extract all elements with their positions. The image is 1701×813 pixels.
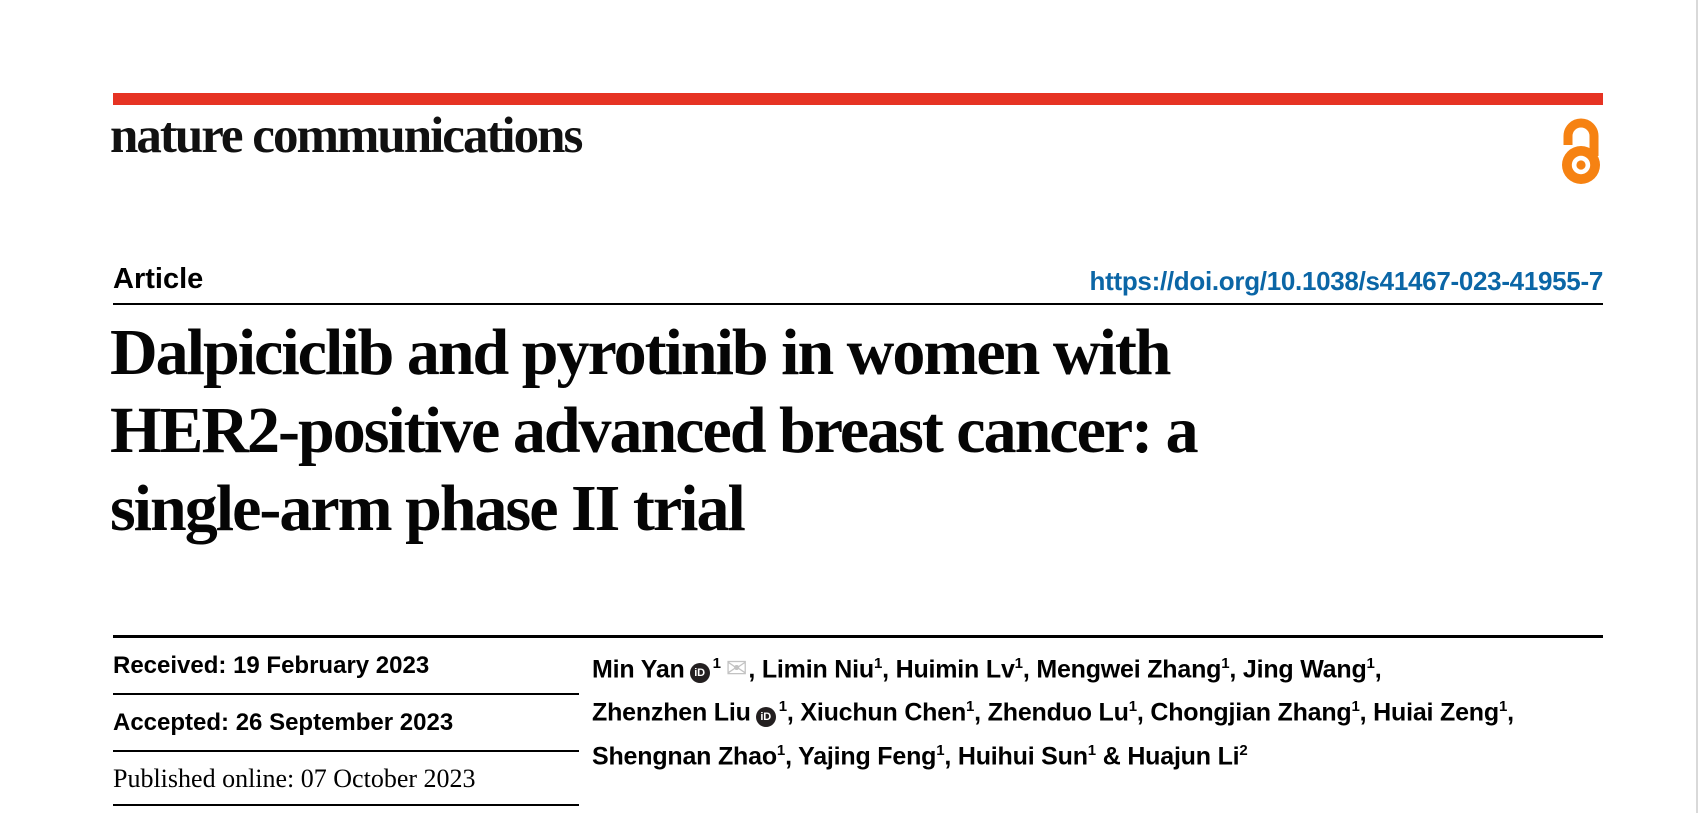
brand-red-bar	[113, 93, 1603, 105]
doi-link[interactable]: https://doi.org/10.1038/s41467-023-41955…	[1089, 266, 1604, 296]
author-line: Shengnan Zhao1, Yajing Feng1, Huihui Sun…	[592, 732, 1607, 775]
author-name: Zhenzhen Liu	[592, 698, 751, 727]
date-label: Accepted:	[113, 709, 236, 736]
author-name: Jing Wang	[1242, 655, 1367, 684]
article-type-label: Article	[113, 263, 204, 295]
affiliation-superscript: 1	[778, 698, 787, 716]
affiliation-superscript: 1	[1221, 655, 1230, 672]
author-separator: ,	[786, 698, 801, 727]
author-separator: ,	[944, 741, 958, 770]
affiliation-superscript: 1	[1087, 741, 1096, 759]
author-name: Limin Niu	[761, 655, 874, 684]
author-name: Yajing Feng	[798, 741, 937, 770]
author-separator: ,	[882, 655, 896, 684]
date-value: 19 February 2023	[233, 652, 430, 679]
date-row-received: Received: 19 February 2023	[113, 638, 579, 695]
section-divider-rule	[113, 635, 1603, 638]
author-name: Huihui Sun	[957, 741, 1088, 770]
affiliation-superscript: 2	[1239, 741, 1248, 759]
affiliation-superscript: 1	[1366, 655, 1375, 672]
envelope-icon[interactable]: ✉	[725, 653, 748, 684]
author-name: Min Yan	[592, 655, 685, 684]
author-name: Xiuchun Chen	[800, 698, 967, 727]
journal-logo: nature communications	[110, 108, 583, 164]
author-separator: &	[1095, 741, 1128, 770]
page-edge-line	[1696, 0, 1698, 813]
author-name: Chongjian Zhang	[1150, 698, 1352, 727]
author-separator: ,	[1229, 655, 1243, 684]
title-line: HER2-positive advanced breast cancer: a	[110, 394, 1199, 467]
affiliation-superscript: 1	[966, 698, 975, 716]
author-name: Huimin Lv	[895, 655, 1015, 684]
author-name: Huajun Li	[1127, 741, 1240, 770]
affiliation-superscript: 1	[936, 741, 945, 759]
affiliation-superscript: 1	[712, 655, 721, 672]
date-value: 07 October 2023	[300, 764, 476, 793]
author-name: Mengwei Zhang	[1036, 655, 1222, 684]
date-value: 26 September 2023	[235, 709, 454, 736]
authors-block: Min Yan iD1 ✉, Limin Niu1, Huimin Lv1, Men…	[592, 645, 1607, 775]
author-separator: ,	[974, 698, 988, 727]
orcid-icon[interactable]: iD	[689, 663, 710, 684]
affiliation-superscript: 1	[1498, 698, 1508, 716]
affiliation-superscript: 1	[1128, 698, 1137, 716]
affiliation-superscript: 1	[873, 655, 883, 672]
date-label: Received:	[113, 652, 234, 679]
date-label: Published online:	[113, 764, 301, 793]
author-name: Shengnan Zhao	[592, 741, 777, 770]
author-separator: ,	[1507, 698, 1514, 727]
article-header-row: Article https://doi.org/10.1038/s41467-0…	[113, 252, 1603, 305]
author-separator: ,	[1022, 655, 1037, 684]
orcid-icon[interactable]: iD	[755, 706, 776, 727]
author-separator: ,	[1359, 698, 1374, 727]
open-access-lock-icon	[1562, 118, 1600, 184]
author-name: Huiai Zeng	[1373, 698, 1499, 727]
dates-table: Received: 19 February 2023 Accepted: 26 …	[113, 638, 579, 806]
date-row-published-online: Published online: 07 October 2023	[113, 752, 579, 806]
affiliation-superscript: 1	[776, 741, 786, 759]
author-separator: ,	[748, 655, 762, 684]
paper-title: Dalpiciclib and pyrotinib in women with …	[110, 314, 1440, 548]
affiliation-superscript: 1	[1014, 655, 1023, 672]
author-name: Zhenduo Lu	[987, 698, 1129, 727]
author-separator: ,	[785, 741, 799, 770]
author-line: Min Yan iD1 ✉, Limin Niu1, Huimin Lv1, Men…	[592, 645, 1607, 688]
affiliation-superscript: 1	[1351, 698, 1360, 716]
title-line: single-arm phase II trial	[110, 472, 746, 545]
author-separator: ,	[1136, 698, 1151, 727]
author-separator: ,	[1374, 655, 1382, 684]
author-line: Zhenzhen Liu iD1, Xiuchun Chen1, Zhenduo …	[592, 688, 1607, 731]
title-line: Dalpiciclib and pyrotinib in women with	[110, 316, 1172, 389]
date-row-accepted: Accepted: 26 September 2023	[113, 695, 579, 752]
